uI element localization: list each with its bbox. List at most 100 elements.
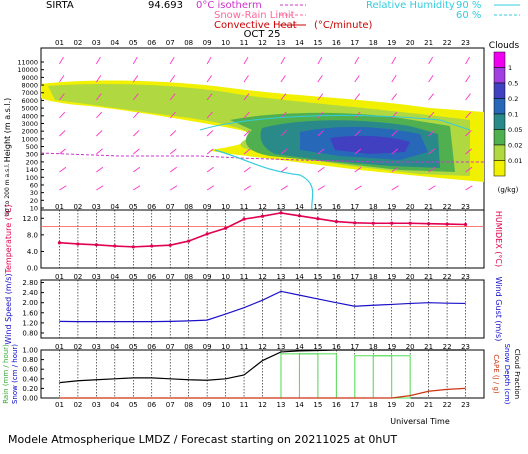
hour-label: 22 — [443, 343, 452, 351]
hour-label: 06 — [147, 343, 156, 351]
hour-label: 10 — [221, 343, 230, 351]
hour-label: 09 — [203, 39, 212, 47]
series-point — [371, 221, 375, 225]
hour-label: 10 — [221, 203, 230, 211]
hour-label: 09 — [203, 203, 212, 211]
series-point — [316, 217, 320, 221]
wind-arrow — [354, 166, 362, 173]
wind-arrow — [391, 130, 398, 137]
colorbar-level-label: 0.02 — [508, 142, 522, 150]
wind-arrow — [243, 148, 251, 155]
wind-arrow — [354, 75, 360, 83]
wind-arrow — [243, 111, 250, 119]
wind-arrow — [96, 148, 103, 155]
wind-arrow — [206, 111, 213, 119]
cloud-panel: 1100010000900080007000600050004000300020… — [3, 47, 485, 217]
wind-arrow — [465, 75, 471, 83]
colorbar-cell — [493, 82, 506, 99]
hour-label: 15 — [313, 401, 322, 409]
colorbar-level-label: 0.01 — [508, 157, 522, 165]
hour-label: 21 — [424, 39, 433, 47]
hour-label: 04 — [110, 401, 119, 409]
series-point — [390, 221, 394, 225]
series-point — [76, 242, 80, 246]
wind-arrow — [132, 111, 139, 119]
wind-arrow — [96, 75, 102, 83]
humidex-ylabel: HUMIDEX (°C) — [494, 211, 503, 267]
legend-rh-label: Relative Humidity — [366, 0, 455, 11]
hour-label: 02 — [73, 343, 82, 351]
wind-arrow — [317, 185, 325, 191]
hour-label: 01 — [55, 273, 64, 281]
wind-arrow — [133, 166, 141, 173]
hour-label: 17 — [350, 343, 359, 351]
hour-label: 14 — [295, 343, 304, 351]
hour-label: 14 — [295, 273, 304, 281]
hour-label: 06 — [147, 203, 156, 211]
temperature-panel: 12.0 8.0 4.0 0.0 — [22, 209, 485, 273]
cloud-ytick-label: 8000 — [21, 82, 38, 90]
ytick-label: 1.60 — [22, 309, 38, 317]
wind-arrow — [354, 56, 360, 65]
colorbar-unit: (g/kg) — [498, 186, 519, 194]
hour-label: 05 — [129, 343, 138, 351]
colorbar-cell — [493, 51, 506, 68]
cloud-ytick-label: 60 — [30, 181, 38, 189]
ytick-label: 8.0 — [27, 231, 38, 239]
hour-label: 18 — [369, 203, 378, 211]
cloud-ytick-label: 7000 — [21, 89, 38, 97]
hour-label: 04 — [110, 203, 119, 211]
hour-label: 16 — [332, 343, 341, 351]
series-point — [187, 239, 191, 243]
cape-ylabel: CAPE (J / g) — [492, 354, 500, 394]
cloud-ytick-label: 10 — [30, 205, 38, 213]
hour-label: 06 — [147, 401, 156, 409]
wind-arrow — [317, 166, 325, 173]
snow-depth-ylabel: Snow Depth (cm) — [503, 344, 511, 405]
legend-snow-rain-label: Snow-Rain Limit — [214, 10, 295, 21]
station-name: SIRTA — [46, 0, 74, 11]
hour-label: 03 — [92, 203, 101, 211]
wind-arrow — [95, 56, 101, 65]
wind-arrow — [391, 166, 399, 173]
cloud-ytick-label: 100 — [26, 174, 38, 182]
wind-arrow — [132, 56, 138, 65]
wind-arrow — [169, 111, 176, 119]
cloud-ytick-label: 3000 — [21, 120, 38, 128]
series-point — [94, 243, 98, 247]
hour-label: 03 — [92, 401, 101, 409]
legend-isotherm-label: 0°C isotherm — [196, 0, 262, 11]
wind-arrow — [317, 56, 323, 65]
hour-label: 10 — [221, 401, 230, 409]
hour-label: 06 — [147, 273, 156, 281]
hour-label: 07 — [166, 401, 175, 409]
ytick-label: 1.20 — [22, 319, 38, 327]
hour-label: 02 — [73, 401, 82, 409]
ytick-label: 4.0 — [27, 248, 38, 256]
series-point — [205, 232, 209, 236]
wind-arrow — [169, 148, 177, 155]
wind-arrow — [465, 166, 473, 173]
rh90-contour — [199, 114, 471, 131]
series-point — [279, 211, 283, 215]
cloud-ytick-label: 5000 — [21, 105, 38, 113]
ytick-label: 12.0 — [22, 215, 38, 223]
wind-arrow — [280, 93, 287, 101]
hour-label: 06 — [147, 39, 156, 47]
wind-arrow — [354, 185, 362, 191]
hour-label: 04 — [110, 343, 119, 351]
series-point — [427, 222, 431, 226]
hour-label: 21 — [424, 343, 433, 351]
hour-label: 11 — [240, 203, 249, 211]
hour-label: 01 — [55, 401, 64, 409]
series-point — [113, 244, 117, 248]
legend-convective-label: Convective Heat — [214, 20, 297, 31]
hour-label: 01 — [55, 39, 64, 47]
wind-arrow — [280, 130, 288, 137]
wind-arrow — [206, 130, 214, 137]
wind-arrow — [96, 130, 103, 137]
wind-arrow — [243, 56, 249, 65]
wind-panel: 2.80 2.40 2.00 1.60 1.20 0.80 — [22, 279, 485, 339]
